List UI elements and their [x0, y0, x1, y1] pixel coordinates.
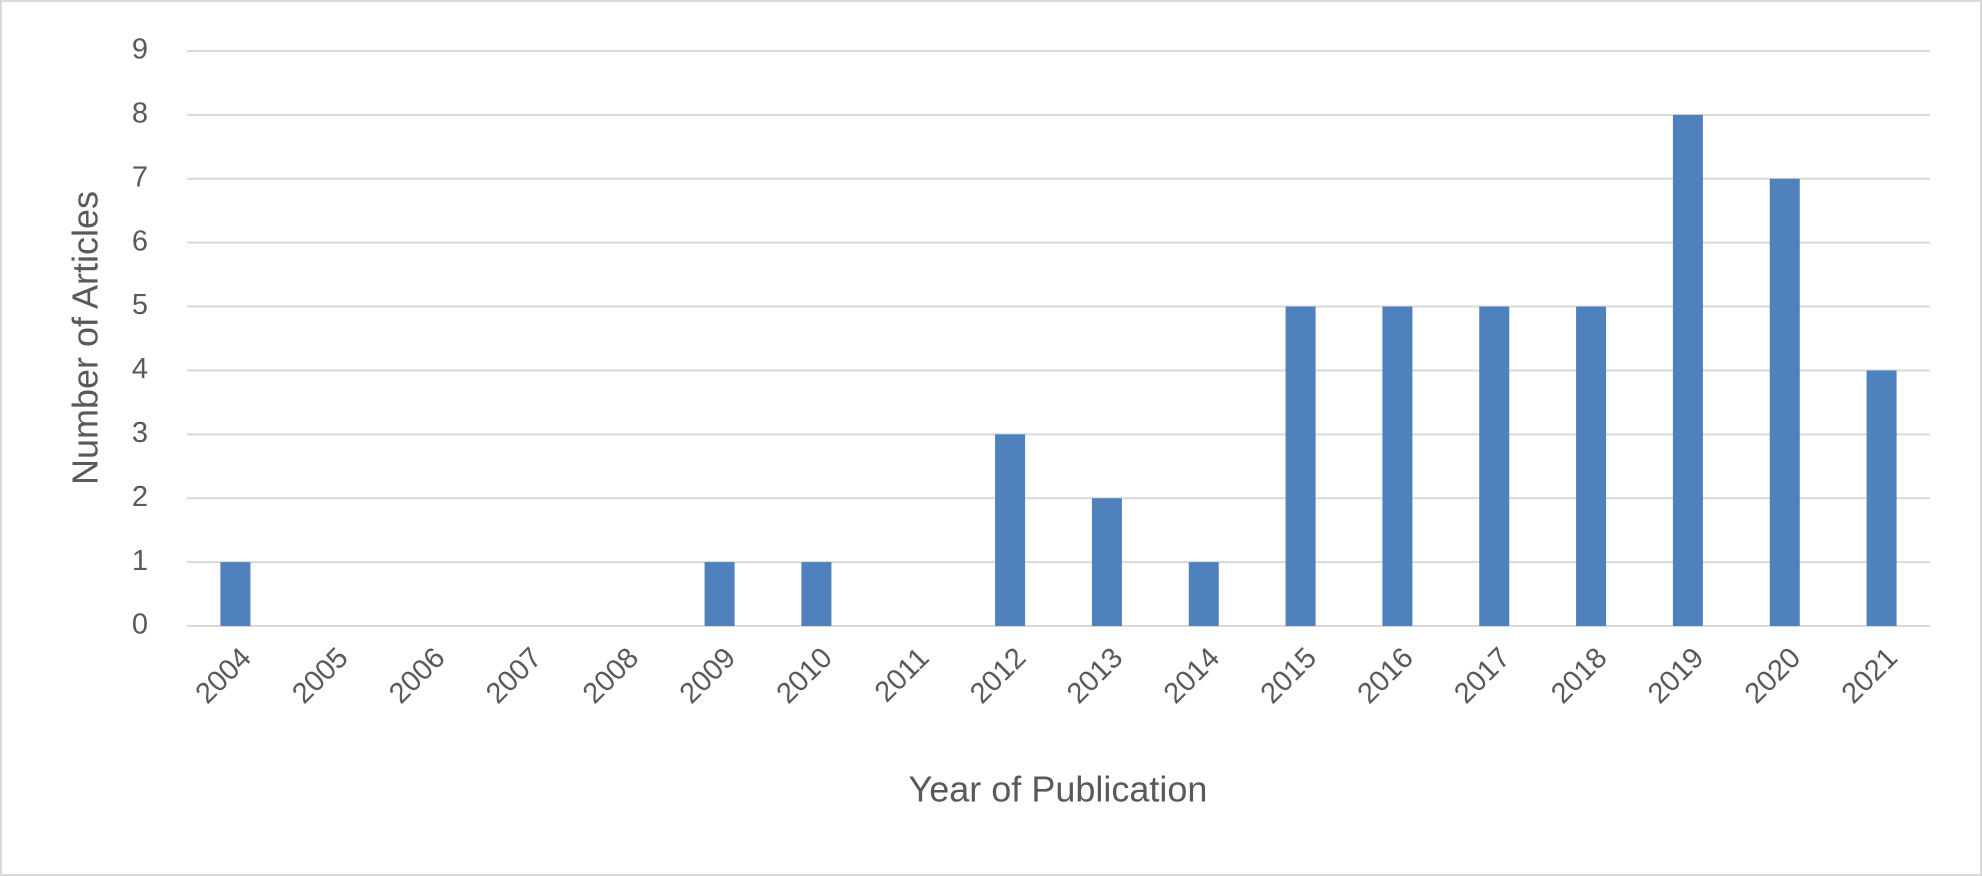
- y-tick-label: 2: [132, 481, 148, 513]
- y-tick-label: 3: [132, 417, 148, 449]
- bar: [1382, 306, 1413, 626]
- x-axis-title: Year of Publication: [909, 769, 1208, 810]
- bar: [1188, 562, 1219, 626]
- bar: [1769, 178, 1800, 626]
- y-tick-label: 7: [132, 161, 148, 193]
- bar: [995, 434, 1026, 626]
- bar: [220, 562, 251, 626]
- bar: [1866, 370, 1897, 626]
- y-axis-title: Number of Articles: [65, 191, 106, 485]
- bar: [704, 562, 735, 626]
- bar: [1091, 498, 1122, 626]
- y-tick-label: 0: [132, 609, 148, 641]
- bar: [801, 562, 832, 626]
- bar: [1576, 306, 1607, 626]
- bar: [1285, 306, 1316, 626]
- y-tick-label: 5: [132, 289, 148, 321]
- bar: [1479, 306, 1510, 626]
- y-tick-label: 1: [132, 545, 148, 577]
- y-tick-label: 9: [132, 34, 148, 66]
- y-tick-label: 8: [132, 98, 148, 130]
- bar: [1672, 114, 1703, 626]
- y-tick-label: 4: [132, 353, 148, 385]
- y-tick-label: 6: [132, 225, 148, 257]
